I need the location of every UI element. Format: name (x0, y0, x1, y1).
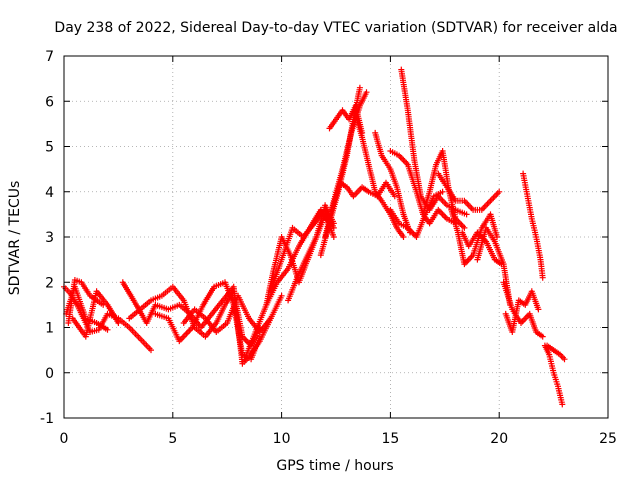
series-arc-31 (544, 342, 568, 363)
y-tick-label: 7 (45, 49, 54, 65)
y-axis-label: SDTVAR / TECUs (7, 181, 23, 296)
series-arc-29 (520, 170, 546, 281)
x-tick-label: 0 (60, 431, 69, 447)
data-point-markers (126, 283, 263, 349)
series-arc-4 (69, 288, 122, 340)
data-point-markers (69, 288, 122, 340)
y-tick-label: 3 (45, 230, 54, 246)
x-tick-label: 10 (273, 431, 291, 447)
x-tick-label: 5 (168, 431, 177, 447)
data-point-markers (328, 179, 398, 213)
data-point-markers (435, 170, 503, 213)
x-tick-label: 20 (490, 431, 508, 447)
chart-title: Day 238 of 2022, Sidereal Day-to-day VTE… (54, 20, 617, 36)
data-point-markers (372, 129, 413, 236)
data-point-markers (502, 288, 542, 335)
y-tick-label: 0 (45, 366, 54, 382)
data-point-markers (420, 148, 468, 231)
series-arc-22 (420, 148, 468, 231)
series-arc-19 (387, 148, 459, 227)
x-tick-label: 15 (381, 431, 399, 447)
series-arc-20 (398, 66, 470, 218)
x-axis-label: GPS time / hours (276, 458, 393, 474)
y-tick-label: -1 (40, 411, 54, 427)
axis-ticks: 0 5 10 15 20 25 -1 0 1 2 3 4 5 6 7 (40, 49, 617, 447)
series-arc-16 (328, 179, 398, 213)
series-arc-28 (502, 288, 542, 335)
series-arc-23 (435, 170, 503, 213)
series-arc-18 (372, 129, 413, 236)
y-tick-label: 4 (45, 185, 54, 201)
y-tick-label: 2 (45, 275, 54, 291)
data-point-markers (520, 170, 546, 281)
data-point-markers (544, 342, 568, 363)
series-arc-8 (180, 292, 285, 335)
x-tick-label: 25 (599, 431, 617, 447)
y-tick-label: 1 (45, 321, 54, 337)
data-point-markers (180, 292, 285, 335)
y-tick-label: 5 (45, 140, 54, 156)
series-arc-6 (126, 283, 263, 349)
data-point-markers (387, 148, 459, 227)
y-tick-label: 6 (45, 94, 54, 110)
data-point-markers (398, 66, 470, 218)
